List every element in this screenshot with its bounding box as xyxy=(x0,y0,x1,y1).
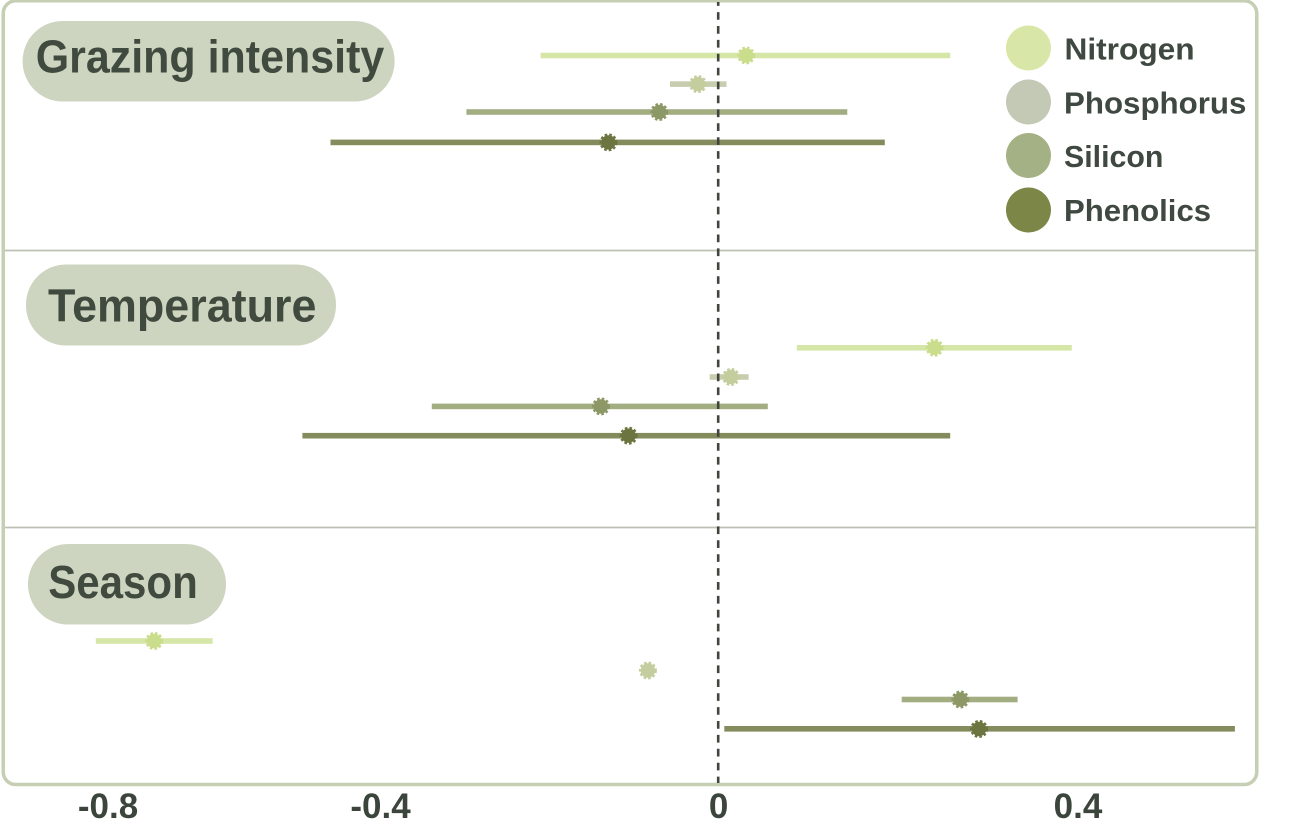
svg-text:Temperature: Temperature xyxy=(48,279,316,331)
svg-text:Phosphorus: Phosphorus xyxy=(1064,86,1246,121)
svg-text:Phenolics: Phenolics xyxy=(1064,193,1211,228)
svg-text:0.4: 0.4 xyxy=(1054,787,1103,826)
svg-text:Nitrogen: Nitrogen xyxy=(1065,32,1195,67)
svg-text:-0.8: -0.8 xyxy=(78,787,138,826)
svg-text:-0.4: -0.4 xyxy=(350,787,411,826)
svg-text:Grazing intensity: Grazing intensity xyxy=(36,31,385,83)
svg-text:Season: Season xyxy=(48,556,198,608)
svg-text:0: 0 xyxy=(709,787,728,826)
svg-text:Silicon: Silicon xyxy=(1064,139,1163,174)
